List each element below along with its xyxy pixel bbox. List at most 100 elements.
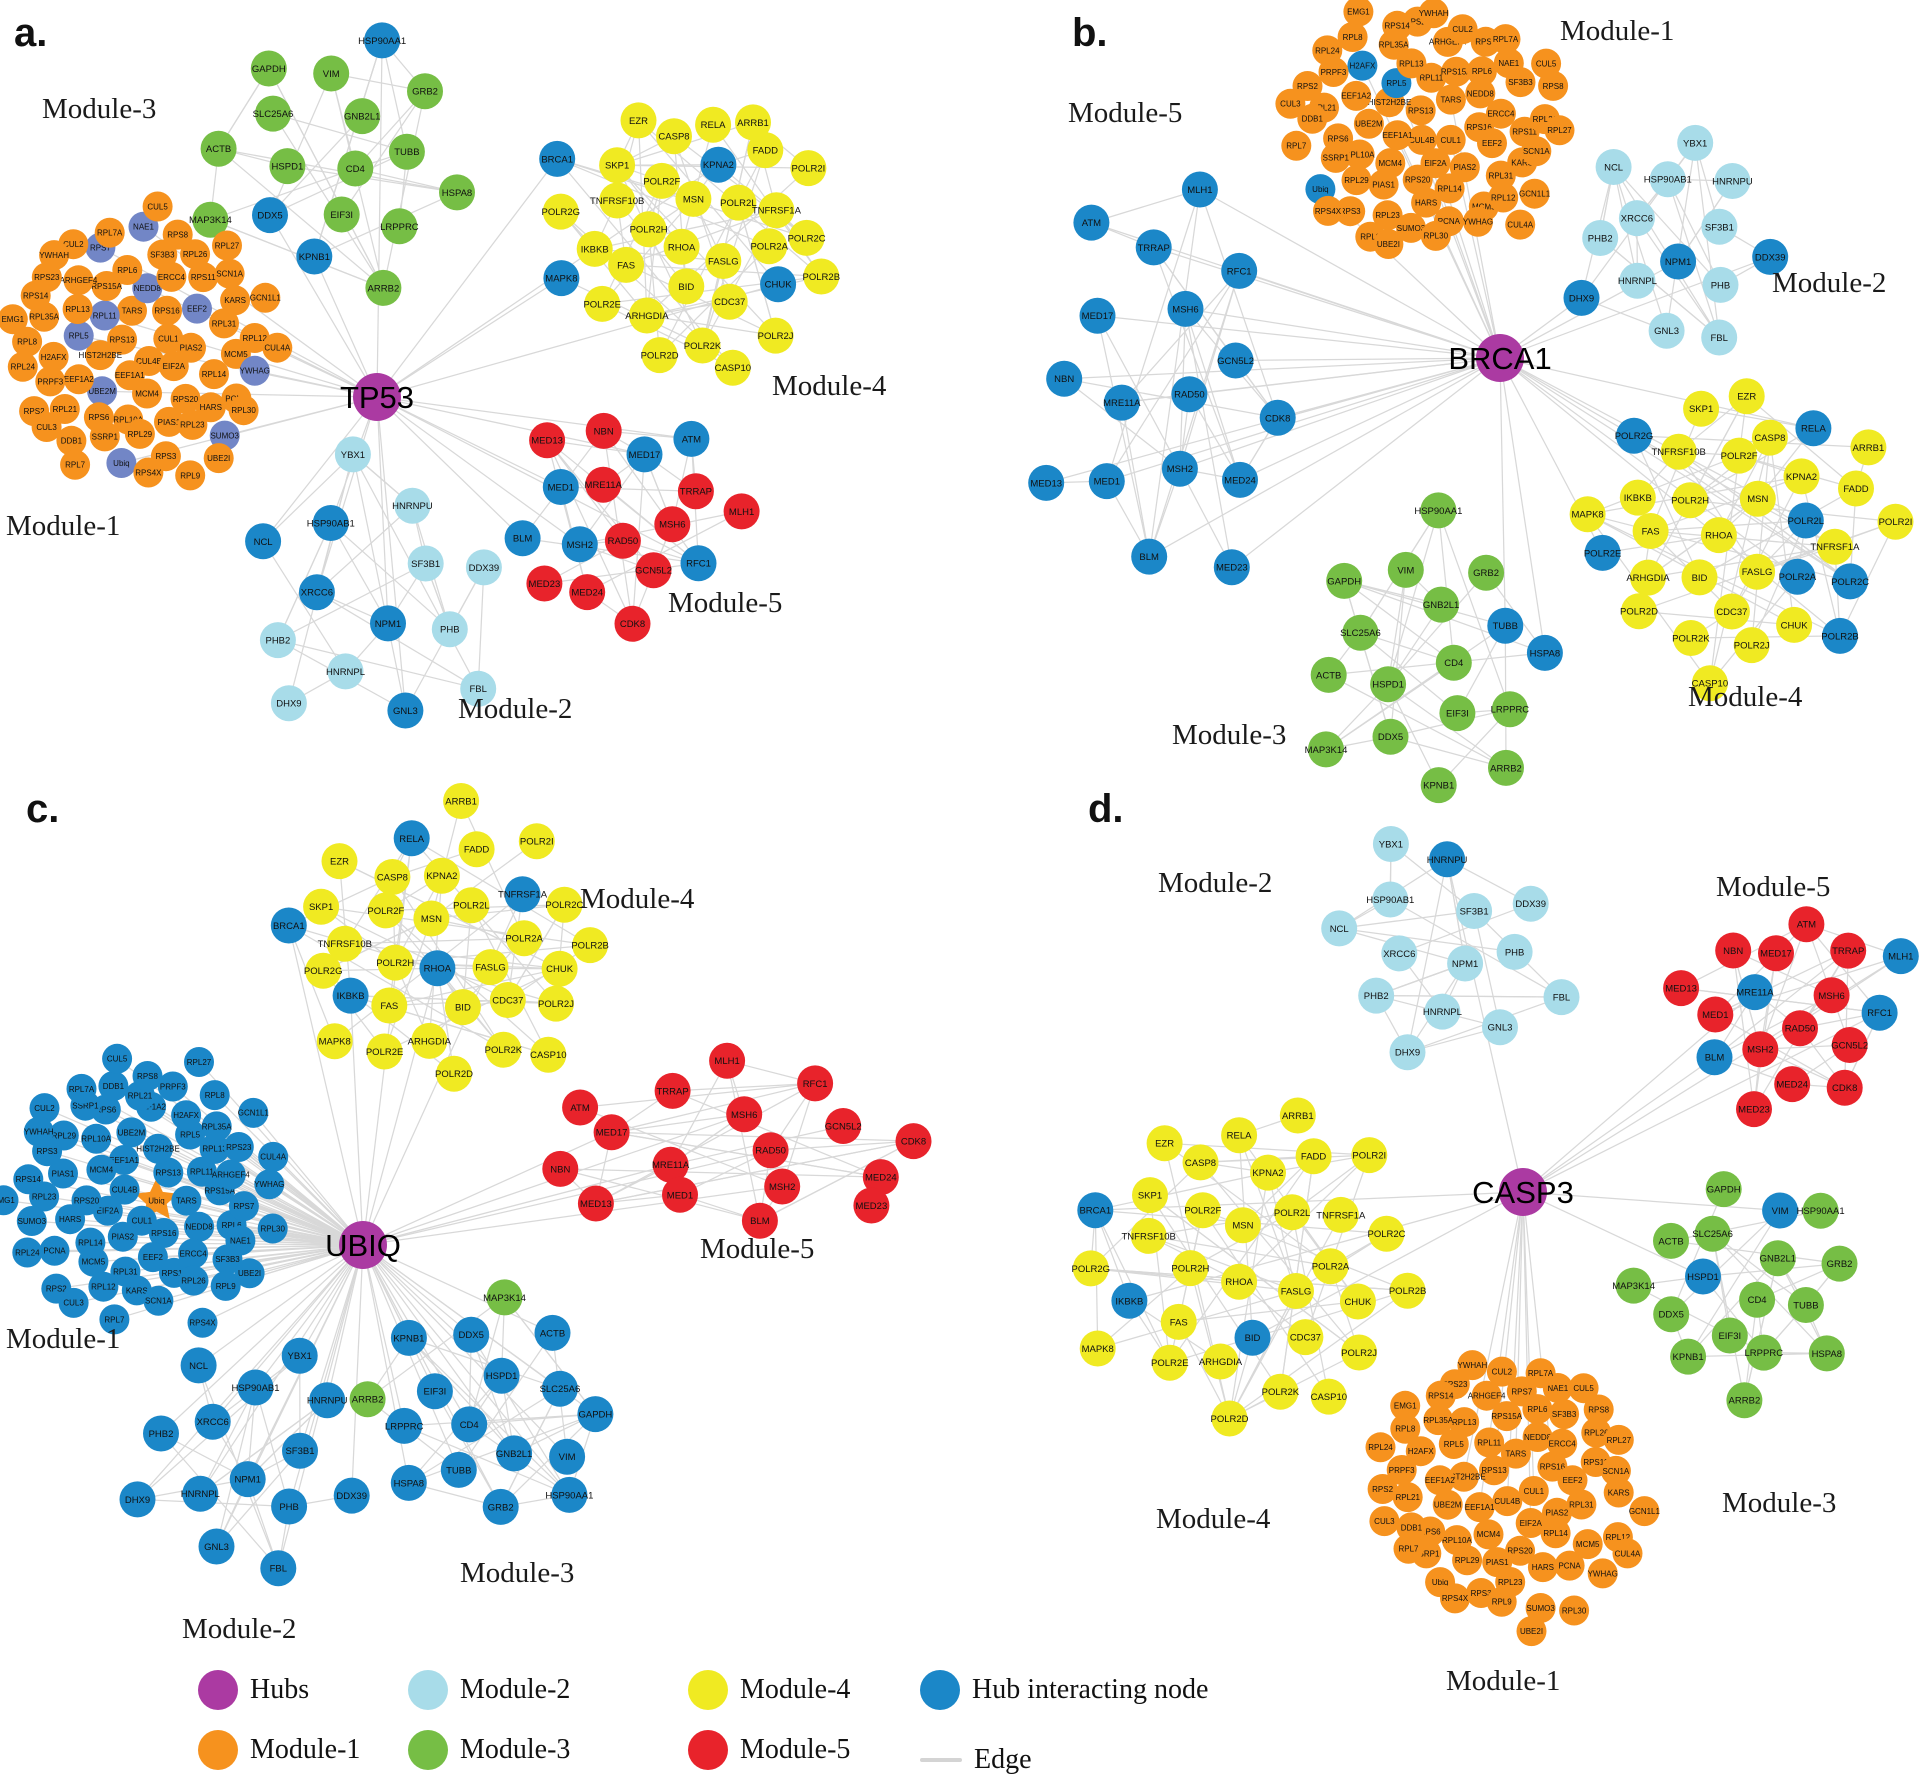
node-PHB[interactable]: [1702, 266, 1739, 303]
node-HSP90AA1[interactable]: [551, 1476, 588, 1513]
node-MCM4[interactable]: [86, 1154, 117, 1185]
node-CASP10[interactable]: [1310, 1378, 1347, 1415]
node-POLR2J[interactable]: [1733, 627, 1770, 664]
node-POLR2B[interactable]: [803, 258, 840, 295]
node-RPL23[interactable]: [177, 409, 208, 440]
node-POLR2I[interactable]: [790, 150, 827, 187]
node-ARRB1[interactable]: [1850, 429, 1887, 466]
node-DHX9[interactable]: [1389, 1034, 1426, 1071]
node-POLR2K[interactable]: [485, 1031, 522, 1068]
node-MED23[interactable]: [526, 565, 563, 602]
node-RPS16[interactable]: [152, 295, 182, 326]
node-HNRNPU[interactable]: [309, 1382, 346, 1419]
node-HSPD1[interactable]: [1685, 1258, 1721, 1295]
node-POLR2H[interactable]: [377, 944, 414, 981]
node-RPS13[interactable]: [1479, 1455, 1509, 1486]
node-TUBB[interactable]: [1787, 1287, 1824, 1323]
hub-node-TP53[interactable]: [353, 373, 401, 421]
node-ARRB2[interactable]: [1726, 1382, 1763, 1419]
node-TRRAP[interactable]: [654, 1072, 691, 1109]
node-DDX5[interactable]: [252, 197, 288, 234]
node-MED13[interactable]: [577, 1185, 614, 1222]
node-RPS4X[interactable]: [133, 457, 164, 488]
node-UBE2I[interactable]: [1373, 229, 1404, 259]
node-MED13[interactable]: [1663, 970, 1700, 1007]
node-PIAS1[interactable]: [154, 406, 184, 437]
node-PIAS1[interactable]: [48, 1158, 78, 1189]
node-POLR2J[interactable]: [757, 317, 794, 354]
node-RPL27[interactable]: [212, 230, 242, 261]
node-MCM4[interactable]: [1473, 1519, 1504, 1550]
node-GCN1L1[interactable]: [1519, 178, 1550, 209]
node-MSH6[interactable]: [1813, 977, 1850, 1014]
node-MCM5[interactable]: [78, 1246, 109, 1277]
node-CUL3[interactable]: [31, 412, 62, 442]
node-GNL3[interactable]: [198, 1528, 235, 1565]
node-PIAS2[interactable]: [107, 1221, 138, 1252]
node-POLR2B[interactable]: [1822, 617, 1858, 654]
node-SCN1A[interactable]: [1521, 136, 1552, 167]
node-YWHAH[interactable]: [1457, 1350, 1488, 1381]
node-KPNB1[interactable]: [390, 1319, 427, 1356]
node-POLR2I[interactable]: [1351, 1137, 1388, 1174]
node-SF3B1[interactable]: [407, 545, 444, 582]
node-KPNA2[interactable]: [423, 857, 460, 894]
node-GCN5L2[interactable]: [635, 552, 672, 589]
node-RPS14[interactable]: [1382, 10, 1413, 41]
node-NBN[interactable]: [1715, 932, 1752, 969]
node-POLR2H[interactable]: [1672, 482, 1709, 519]
node-KPNA2[interactable]: [1783, 458, 1820, 495]
node-MLH1[interactable]: [709, 1042, 746, 1079]
node-YWHAG[interactable]: [1463, 206, 1493, 237]
node-RPS7[interactable]: [228, 1191, 259, 1222]
node-VIM[interactable]: [1762, 1192, 1799, 1229]
node-CDC37[interactable]: [711, 283, 748, 320]
node-SF3B3[interactable]: [1549, 1399, 1580, 1430]
node-CUL5[interactable]: [102, 1043, 133, 1074]
node-BLM[interactable]: [504, 520, 541, 557]
node-EEF2[interactable]: [137, 1242, 168, 1273]
node-CHUK[interactable]: [1339, 1283, 1376, 1320]
node-NPM1[interactable]: [1660, 243, 1697, 280]
node-YBX1[interactable]: [334, 436, 371, 473]
node-GCN1L1[interactable]: [1629, 1496, 1660, 1527]
node-IKBKB[interactable]: [1619, 479, 1656, 516]
node-POLR2G[interactable]: [305, 952, 342, 989]
node-ARHGDIA[interactable]: [1202, 1343, 1239, 1380]
node-EEF1A1[interactable]: [1382, 120, 1413, 151]
node-RPL30[interactable]: [257, 1213, 288, 1244]
node-YWHAG[interactable]: [239, 355, 270, 386]
node-HARS[interactable]: [55, 1204, 86, 1235]
node-POLR2E[interactable]: [1584, 534, 1621, 571]
node-UBE2M[interactable]: [116, 1117, 147, 1148]
node-MSH2[interactable]: [1742, 1031, 1779, 1068]
node-FBL[interactable]: [460, 670, 497, 707]
node-RPS20[interactable]: [1505, 1535, 1536, 1566]
node-HIST2H2BE[interactable]: [1448, 1461, 1479, 1492]
node-GNB2L1[interactable]: [496, 1435, 533, 1472]
node-POLR2A[interactable]: [751, 228, 788, 265]
node-TARS[interactable]: [1500, 1438, 1531, 1469]
node-FBL[interactable]: [1701, 319, 1738, 356]
node-DDX39[interactable]: [1752, 238, 1789, 275]
node-HSP90AA1[interactable]: [1420, 492, 1457, 529]
node-ARHGDIA[interactable]: [411, 1022, 448, 1059]
node-CUL2[interactable]: [29, 1093, 60, 1124]
node-ARRB1[interactable]: [735, 104, 771, 141]
node-RPS20[interactable]: [170, 383, 201, 414]
node-POLR2F[interactable]: [1184, 1192, 1221, 1229]
node-UBE2M[interactable]: [1353, 108, 1384, 139]
node-MED1[interactable]: [1088, 463, 1125, 500]
node-GAPDH[interactable]: [1326, 562, 1363, 599]
node-SKP1[interactable]: [599, 147, 636, 184]
node-RPL26[interactable]: [1581, 1417, 1612, 1448]
node-PRPF3[interactable]: [157, 1071, 188, 1102]
node-POLR2L[interactable]: [1787, 502, 1824, 539]
node-BRCA1[interactable]: [1077, 1192, 1114, 1229]
node-MED24[interactable]: [1222, 461, 1258, 498]
node-GCN5L2[interactable]: [1217, 342, 1254, 379]
node-CHUK[interactable]: [1776, 606, 1813, 643]
node-POLR2H[interactable]: [630, 211, 667, 248]
node-HNRNPU[interactable]: [1429, 841, 1466, 878]
node-POLR2L[interactable]: [1274, 1194, 1311, 1231]
